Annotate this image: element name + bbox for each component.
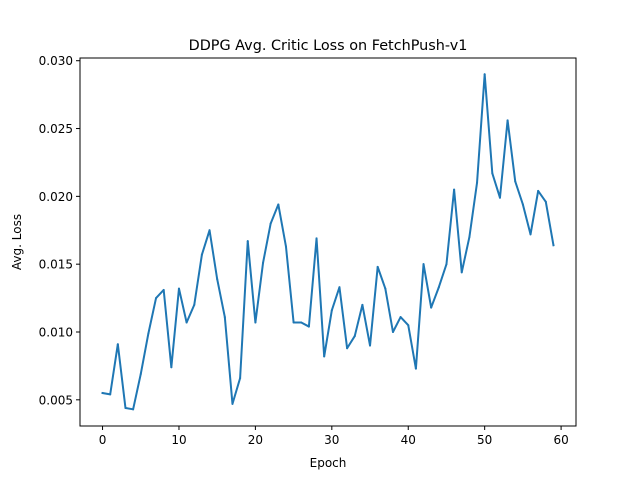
data-point <box>521 203 524 206</box>
data-point <box>139 373 142 376</box>
data-point <box>384 287 387 290</box>
data-point <box>216 278 219 281</box>
x-axis-ticks: 0 10 20 30 40 50 60 <box>99 426 569 447</box>
data-point <box>246 240 249 243</box>
data-point <box>292 321 295 324</box>
data-point <box>269 222 272 225</box>
data-point <box>353 335 356 338</box>
x-tick-label: 60 <box>553 433 568 447</box>
data-point <box>116 343 119 346</box>
data-point <box>391 331 394 333</box>
data-point <box>369 344 372 347</box>
y-tick-label: 0.030 <box>39 54 73 68</box>
x-tick-label: 20 <box>248 433 263 447</box>
data-point <box>147 332 150 335</box>
data-point <box>498 196 501 199</box>
y-tick-label: 0.010 <box>39 325 73 339</box>
data-point <box>476 181 479 184</box>
data-point <box>262 261 265 264</box>
x-tick-label: 10 <box>171 433 186 447</box>
x-tick-label: 0 <box>99 433 107 447</box>
data-point <box>468 236 471 239</box>
data-point <box>277 203 280 206</box>
x-axis-label: Epoch <box>310 456 347 470</box>
series-line <box>101 73 555 411</box>
data-point <box>514 180 517 183</box>
data-point <box>544 200 547 203</box>
data-point <box>323 355 326 358</box>
data-point <box>223 316 226 319</box>
data-point <box>552 244 555 247</box>
data-point <box>491 172 494 175</box>
data-point <box>177 287 180 290</box>
data-point <box>483 73 486 76</box>
data-point <box>422 263 425 266</box>
y-axis-ticks: 0.005 0.010 0.015 0.020 0.025 0.030 <box>39 54 80 407</box>
data-point <box>414 367 417 370</box>
data-point <box>300 321 303 324</box>
y-tick-label: 0.025 <box>39 122 73 136</box>
data-point <box>162 288 165 291</box>
data-point <box>132 408 135 411</box>
data-point <box>239 377 242 380</box>
data-point <box>208 229 211 232</box>
data-point <box>109 393 112 396</box>
data-point <box>346 347 349 350</box>
chart-title: DDPG Avg. Critic Loss on FetchPush-v1 <box>189 38 468 54</box>
plot-area <box>101 73 555 411</box>
data-point <box>124 406 127 409</box>
axes-frame <box>79 57 577 427</box>
data-point <box>155 297 158 300</box>
x-tick-label: 50 <box>477 433 492 447</box>
data-point <box>254 321 257 324</box>
data-point <box>185 321 188 324</box>
data-point <box>338 286 341 289</box>
data-point <box>170 366 173 369</box>
data-point <box>445 263 448 266</box>
x-tick-label: 30 <box>324 433 339 447</box>
data-point <box>315 237 318 240</box>
data-point <box>307 325 310 328</box>
data-point <box>537 189 540 192</box>
data-point <box>330 309 333 312</box>
y-tick-label: 0.005 <box>39 393 73 407</box>
data-point <box>284 245 287 248</box>
data-point <box>460 271 463 274</box>
data-point <box>399 316 402 319</box>
data-point <box>376 265 379 268</box>
y-axis-label: Avg. Loss <box>10 214 24 270</box>
data-point <box>453 188 456 191</box>
x-tick-label: 40 <box>401 433 416 447</box>
data-point <box>200 253 203 256</box>
data-point <box>407 324 410 327</box>
data-point <box>529 233 532 236</box>
data-point <box>361 303 364 306</box>
y-tick-label: 0.015 <box>39 258 73 272</box>
data-point <box>506 119 509 122</box>
data-point <box>193 303 196 306</box>
y-tick-label: 0.020 <box>39 190 73 204</box>
data-point <box>101 392 104 395</box>
data-point <box>231 402 234 405</box>
data-point <box>430 306 433 309</box>
data-point <box>437 286 440 289</box>
